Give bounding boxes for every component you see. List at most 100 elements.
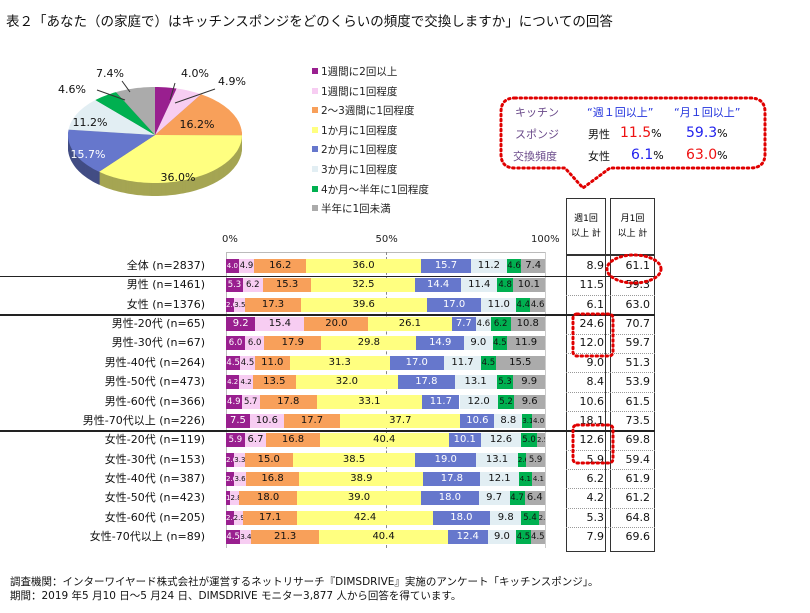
footer-source: 調査機関：インターワイヤード株式会社が運営するネットリサーチ『DIMSDRIVE… [10,576,599,588]
bar-segment: 2.5 [537,433,545,448]
bar-segment: 2.6 [226,471,235,486]
bar-segment: 29.8 [321,336,417,351]
pct: % [653,149,664,162]
pie-data-label: 7.4% [96,67,124,80]
table-header-rule [566,254,655,256]
bar-segment: 8.8 [494,413,523,428]
row-separator [566,294,655,296]
bar-segment: 2.9 [233,510,243,525]
pie-data-label: 4.6% [58,83,86,96]
month-total-cell: 69.6 [625,530,651,544]
pie-slice [155,88,202,135]
bar-segment: 4.5 [240,355,255,370]
bar-segment: 11.7 [443,355,482,370]
bar-segment: 10.6 [460,413,495,428]
legend-label: 1か月に1回程度 [321,124,398,137]
legend-label: 1週間に1回程度 [321,85,398,98]
row-label: 女性-20代 (n=119) [104,433,205,447]
group-separator [0,430,655,432]
bar-segment: 10.1 [448,433,481,448]
bar-segment: 10.1 [512,278,545,293]
bar-segment: 4.5 [516,530,531,545]
callout-row3-label: 交換頻度 [513,150,557,163]
bar-segment: 6.4 [524,491,545,506]
bar-segment: 37.7 [340,413,461,428]
callout-male-week: 11.5% [620,126,662,141]
bar-segment: 4.0 [226,259,239,273]
header-line: 月1回 [620,214,645,224]
callout-female-week: 6.1% [631,148,664,163]
legend-item: 4か月〜半年に1回程度 [312,183,429,197]
bar-segment: 5.3 [226,278,243,293]
bar-segment: 4.7 [509,491,525,506]
pie-data-label: 11.2% [73,116,108,129]
row-separator [566,411,655,413]
month-total-cell: 53.9 [625,375,651,389]
bar-segment: 6.7 [244,433,267,448]
bar-segment: 3.1 [522,413,533,428]
row-label: 男性-60代 (n=366) [104,394,205,408]
bar-segment: 26.1 [368,317,452,332]
bar-segment: 16.2 [254,259,307,273]
bar-segment: 11.0 [254,355,290,370]
bar-segment: 3.5 [234,297,246,312]
bar-segment: 9.9 [513,375,545,390]
legend-item: 2か月に1回程度 [312,143,397,157]
month-total-cell: 61.5 [625,394,651,408]
bar-segment: 10.8 [510,317,545,332]
pie-chart: 4.0% 4.9% 16.2% 36.0% 15.7% 11.2% 4.6% 7.4% [58,67,246,196]
legend-label: 1週間に2回以上 [321,66,398,78]
week-column-header: 週1回 以上 計 [566,212,606,242]
callout-bubble [499,96,767,191]
month-total-cell: 73.5 [625,413,651,427]
x-tick-label: 50% [375,234,398,245]
bar-segment: 13.5 [252,375,296,390]
bar-segment: 40.4 [319,530,449,545]
week-total-cell: 8.4 [586,375,605,389]
bar-segment: 12.1 [480,471,519,486]
week-total-cell: 5.9 [586,452,605,466]
bar-segment: 9.6 [514,394,545,409]
row-separator [566,507,655,509]
gridline-100 [545,252,546,548]
month-total-cell: 64.8 [625,510,651,524]
row-separator [566,372,655,374]
pie-data-label: 4.9% [218,75,246,88]
bar-segment: 11.0 [481,297,517,312]
pct: % [651,127,662,140]
row-separator [566,527,655,529]
bar-segment: 12.0 [459,394,498,409]
bar-segment: 9.7 [478,491,510,506]
row-separator [566,352,655,354]
legend-item: 1か月に1回程度 [312,124,397,138]
bar-segment: 42.4 [297,510,433,525]
bar-segment: 4.8 [497,278,513,293]
bar-segment: 2.0 [538,510,545,525]
bar-segment: 9.2 [226,317,256,332]
pie-leader-line [169,82,176,101]
legend-item: 1週間に2回以上 [312,65,397,79]
bar-segment: 5.4 [521,510,539,525]
pct: % [717,149,728,162]
bar-segment: 2.8 [230,491,240,506]
week-total-cell: 11.5 [579,278,605,292]
month-total-cell: 59.3 [625,278,651,292]
legend-swatch [312,205,318,212]
bar-segment: 14.4 [415,278,462,293]
callout-row1-label: キッチン [515,106,559,119]
pie-slice [99,135,242,183]
week-total-cell: 6.1 [586,297,605,311]
bar-segment: 15.5 [495,355,545,370]
row-separator [566,391,655,393]
value: 6.1 [631,147,654,163]
bar-segment: 11.2 [470,259,507,273]
bar-segment: 4.4 [516,297,531,312]
pie-slice [95,92,155,135]
bar-segment: 2.6 [226,452,235,467]
week-total-cell: 12.0 [579,336,605,350]
legend-item: 半年に1回未満 [312,202,391,216]
bar-segment: 11.7 [422,394,460,409]
row-separator [566,333,655,335]
pie-data-label: 16.2% [180,118,215,131]
week-total-cell: 24.6 [579,317,605,331]
